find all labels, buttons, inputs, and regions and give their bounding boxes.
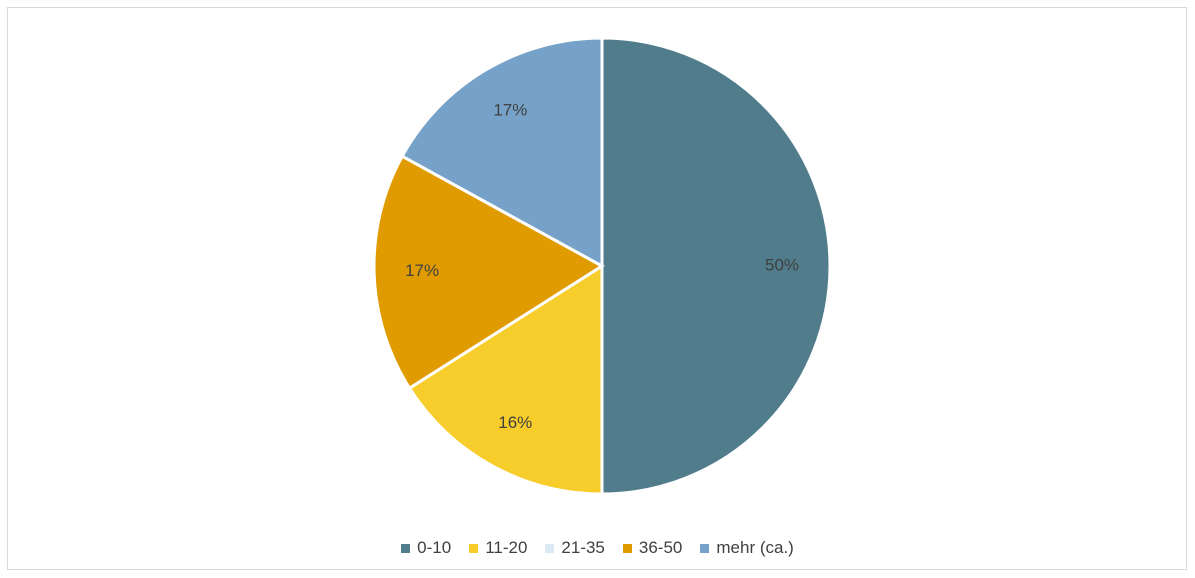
legend-label: 36-50 <box>638 538 683 557</box>
legend-swatch <box>469 543 479 553</box>
pie-slice-mehr-ca <box>400 36 604 269</box>
pie-data-labels: 50% 16% 17% 17% <box>405 101 799 433</box>
legend-label: 21-35 <box>561 538 605 557</box>
pie-slice-36-50 <box>372 154 605 391</box>
legend-swatch <box>700 543 710 553</box>
pie-slice-0-10 <box>600 36 832 496</box>
legend-item: mehr (ca.) <box>700 538 794 558</box>
legend-item: 11-20 <box>469 538 527 558</box>
pie-slice-11-20 <box>407 263 604 496</box>
legend-label: 11-20 <box>485 538 528 557</box>
legend-label: 0-10 <box>417 538 452 557</box>
legend-item: 21-35 <box>545 538 605 558</box>
legend-swatch <box>401 543 411 553</box>
data-label: 17% <box>405 261 439 280</box>
legend-label: mehr (ca.) <box>716 538 794 557</box>
pie-slices <box>372 36 832 496</box>
legend-item: 36-50 <box>622 538 683 558</box>
legend-item: 0-10 <box>401 538 451 558</box>
chart-legend: 0-10 11-20 21-35 36-50 mehr (ca.) <box>0 536 1195 560</box>
data-label: 50% <box>765 255 799 274</box>
data-label: 17% <box>493 101 527 120</box>
legend-swatch <box>622 543 632 553</box>
data-label: 16% <box>498 413 532 432</box>
legend-swatch <box>545 543 555 553</box>
